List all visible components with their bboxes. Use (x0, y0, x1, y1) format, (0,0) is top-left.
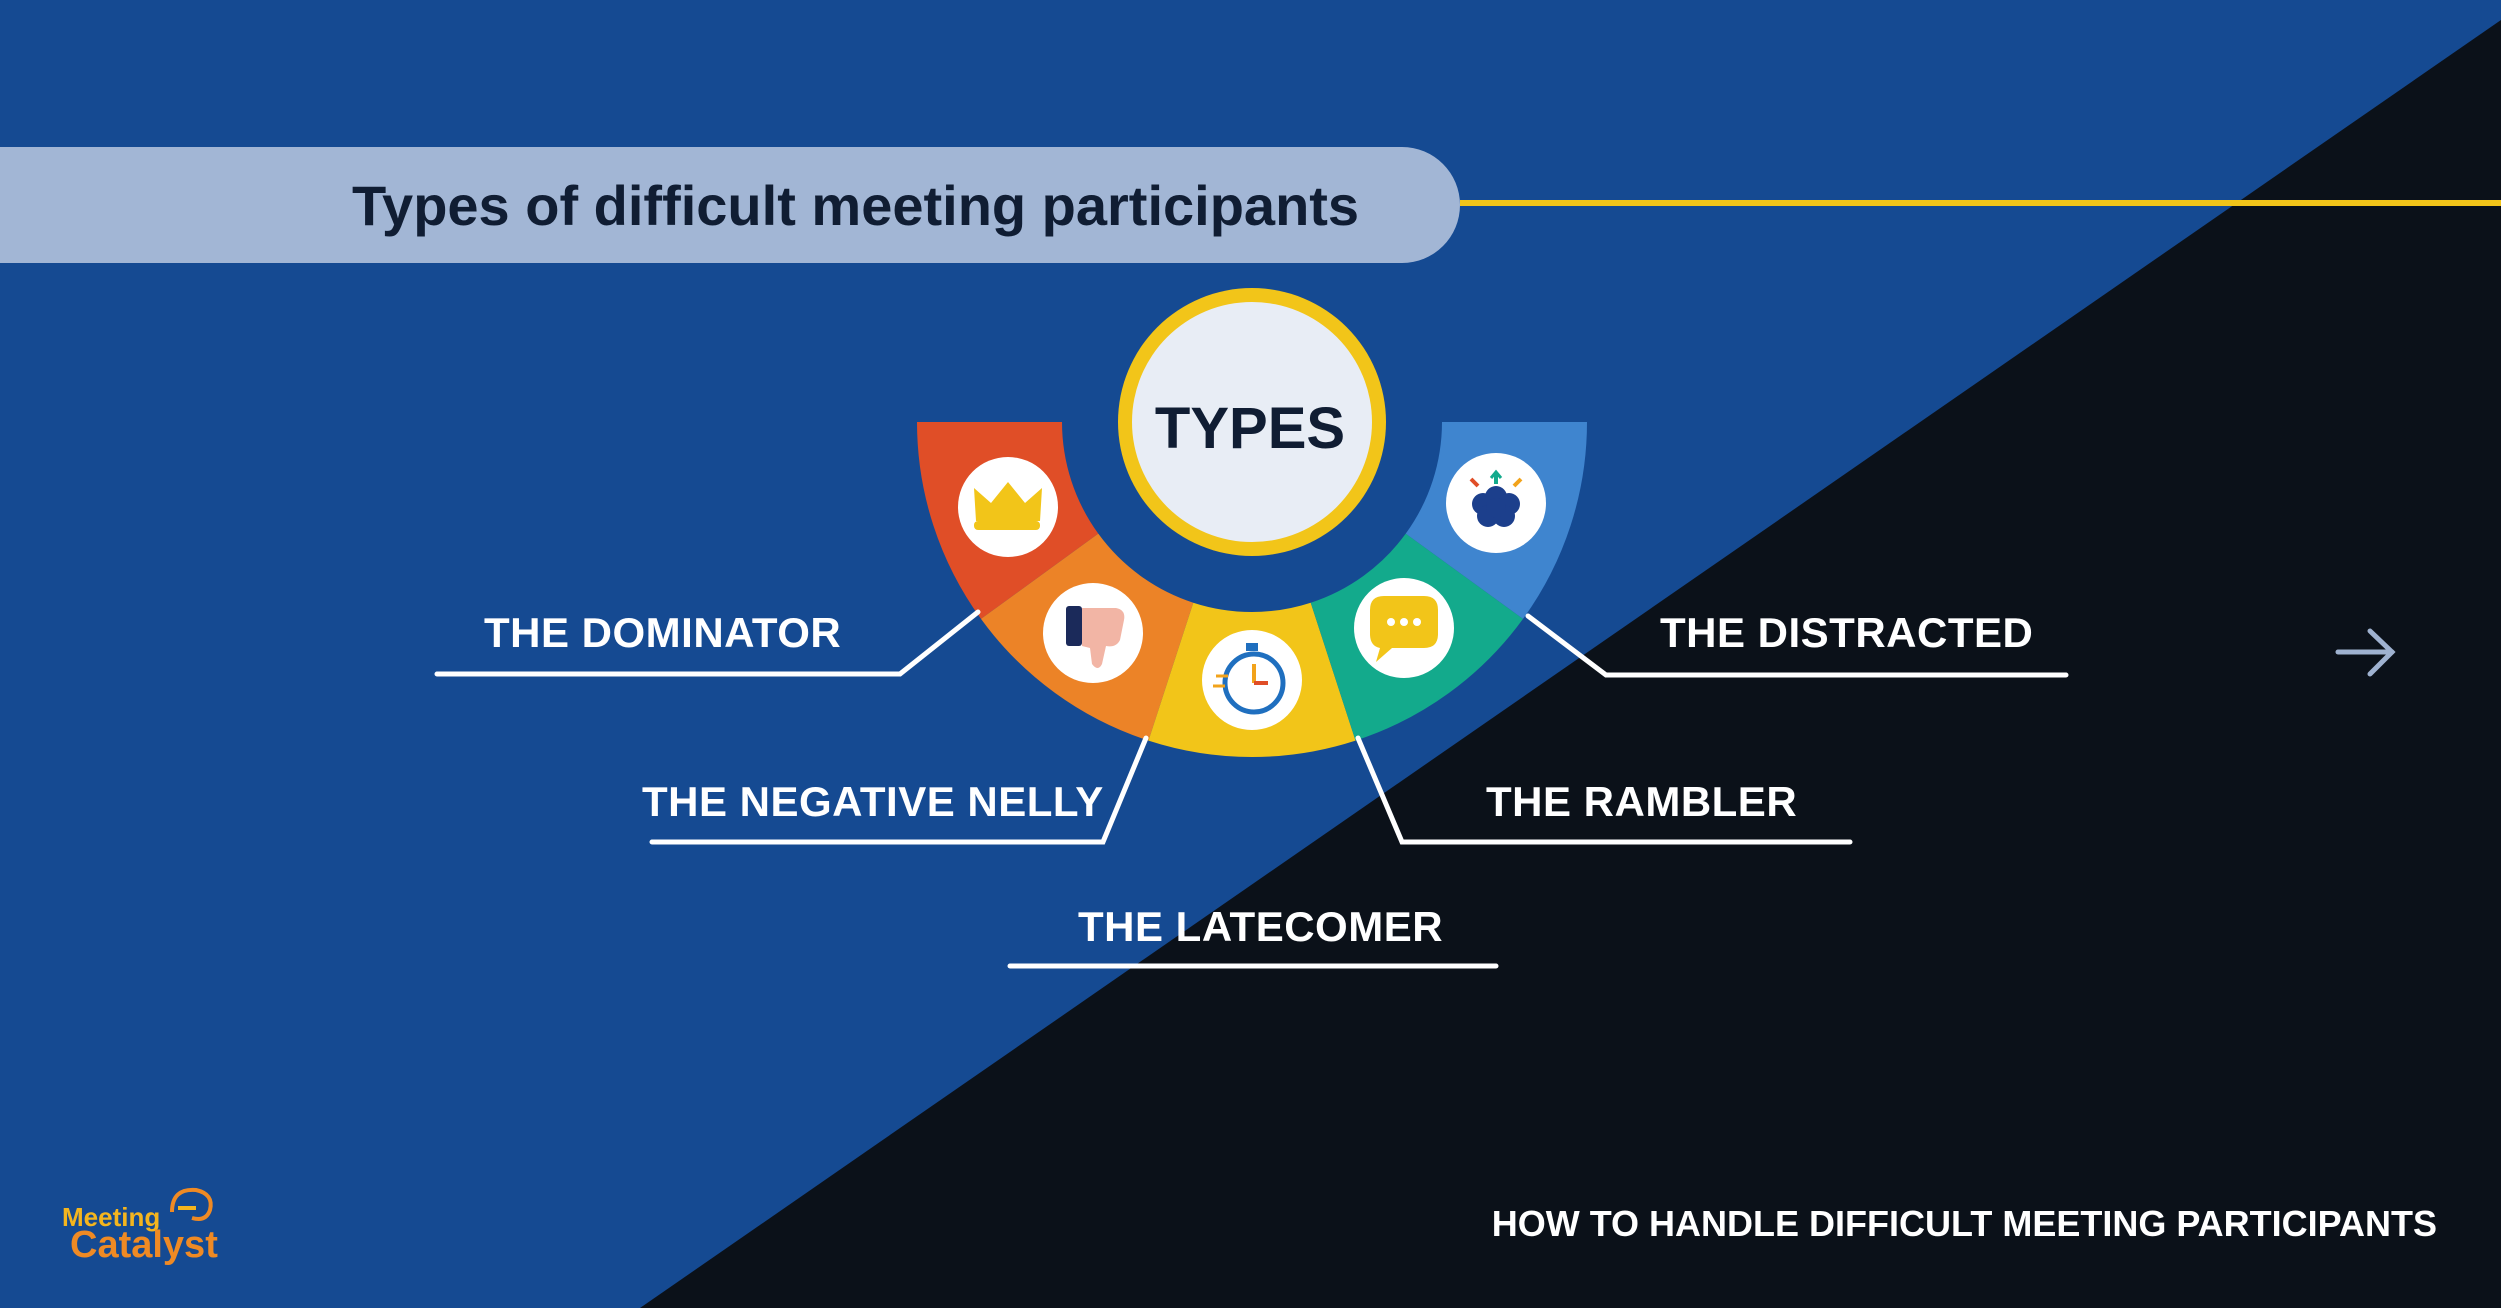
dark-diagonal-panel (640, 20, 2501, 1308)
title-accent-line (1460, 200, 2501, 206)
title-bar (0, 147, 1460, 263)
label-dominator: THE DOMINATOR (484, 609, 842, 656)
types-center-inner (1132, 302, 1372, 542)
label-rambler: THE RAMBLER (1486, 778, 1798, 825)
logo-text-catalyst: Catalyst (70, 1224, 218, 1266)
catalyst-logo-icon (170, 1187, 213, 1221)
crown-icon (958, 457, 1058, 557)
connector-distracted (1525, 613, 2069, 678)
connector-lines (434, 609, 2069, 969)
logo-text-meeting: Meeting (62, 1202, 161, 1232)
stopwatch-icon (1202, 630, 1302, 730)
connector-dominator (434, 609, 981, 677)
page-title: Types of difficult meeting participants (352, 174, 1360, 237)
label-latecomer: THE LATECOMER (1078, 903, 1444, 950)
speech-bubble-icon (1354, 578, 1454, 678)
brain-icon (1446, 453, 1546, 553)
connector-rambler (1355, 735, 1853, 845)
footer-caption: HOW TO HANDLE DIFFICULT MEETING PARTICIP… (1491, 1203, 2437, 1244)
types-center-label: TYPES (1154, 396, 1346, 461)
label-negative-nelly: THE NEGATIVE NELLY (642, 778, 1104, 825)
next-arrow-icon[interactable] (2335, 628, 2396, 677)
thumbs-down-icon (1043, 583, 1143, 683)
connector-negative-nelly (649, 735, 1149, 845)
label-distracted: THE DISTRACTED (1660, 609, 2034, 656)
